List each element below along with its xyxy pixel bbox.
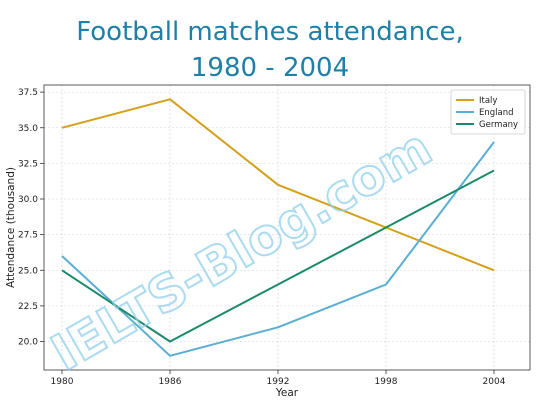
series-line-italy	[61, 98, 495, 272]
y-tick-label: 25.0	[18, 266, 38, 276]
chart-title-line-2: 1980 - 2004	[190, 53, 350, 83]
x-tick-label: 1986	[159, 377, 182, 387]
grid-lines	[44, 85, 530, 370]
plot-area	[43, 84, 531, 371]
axis-ticks: 20.0 22.5 25.0 27.5 30.0 32.5 35.0 37.5 1980 1986…	[18, 88, 506, 387]
y-tick-label: 37.5	[18, 88, 38, 98]
x-tick-label: 1998	[375, 377, 398, 387]
y-tick-label: 22.5	[18, 302, 38, 312]
x-tick-label: 1992	[267, 377, 290, 387]
y-tick-label: 35.0	[18, 124, 38, 134]
series-line-germany	[61, 169, 495, 343]
chart-title: Football matches attendance, 1980 - 2004	[0, 14, 540, 86]
legend-label: Italy	[479, 96, 497, 106]
y-tick-label: 30.0	[18, 195, 38, 205]
x-tick-label: 1980	[51, 377, 74, 387]
x-axis-label: Year	[275, 387, 299, 399]
y-axis-label: Attendance (thousand)	[5, 167, 17, 288]
watermark: IELTS-Blog.com	[42, 118, 441, 382]
series-line-england	[61, 141, 495, 357]
series-lines	[61, 98, 495, 357]
legend: Italy England Germany	[450, 89, 526, 135]
y-tick-label: 32.5	[18, 159, 38, 169]
y-tick-label: 20.0	[18, 338, 38, 348]
legend-label: England	[479, 108, 514, 118]
legend-label: Germany	[479, 120, 518, 130]
y-tick-label: 27.5	[18, 231, 38, 241]
chart-title-line-1: Football matches attendance,	[76, 17, 464, 47]
x-tick-label: 2004	[483, 377, 506, 387]
